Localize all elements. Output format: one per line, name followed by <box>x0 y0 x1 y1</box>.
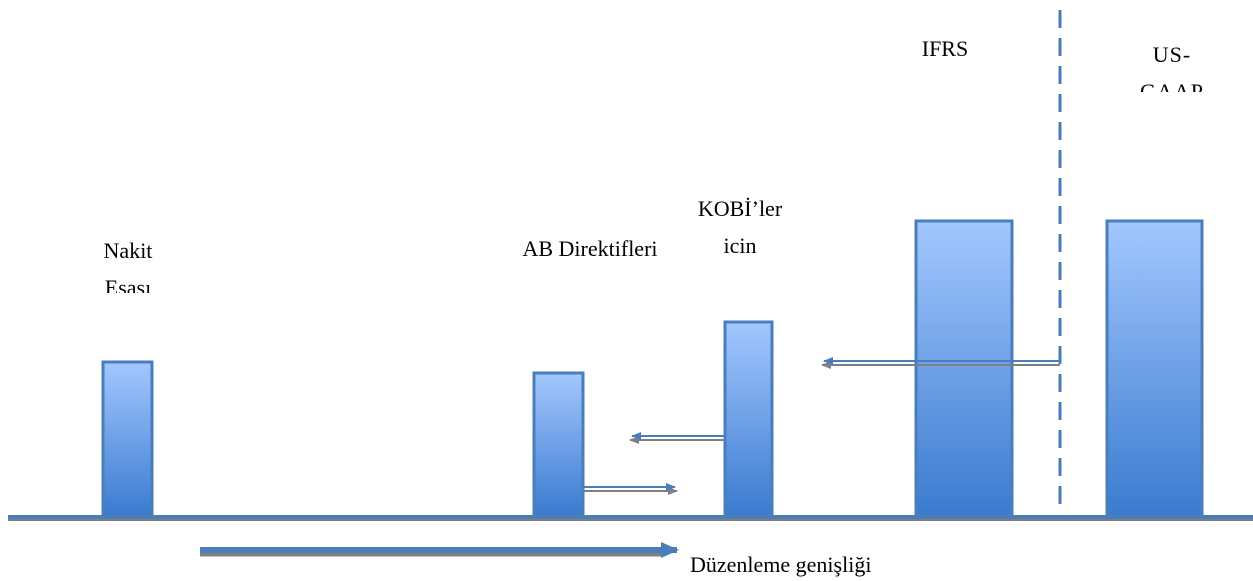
column-label: IFRS <box>921 36 969 61</box>
axis-label: Düzenleme genişliği <box>690 552 872 577</box>
column <box>914 219 1014 518</box>
column <box>1105 219 1204 518</box>
column <box>532 371 585 518</box>
column-label: AB Direktifleri <box>522 236 658 261</box>
column-label: KOBİ’ler için <box>697 196 783 253</box>
column-label: US-GAAP <box>1140 42 1204 92</box>
column <box>723 320 774 518</box>
baseline <box>8 515 1253 519</box>
column <box>101 360 154 518</box>
baseline-shadow <box>8 518 1253 521</box>
column-label: Nakit Esası <box>103 238 153 293</box>
